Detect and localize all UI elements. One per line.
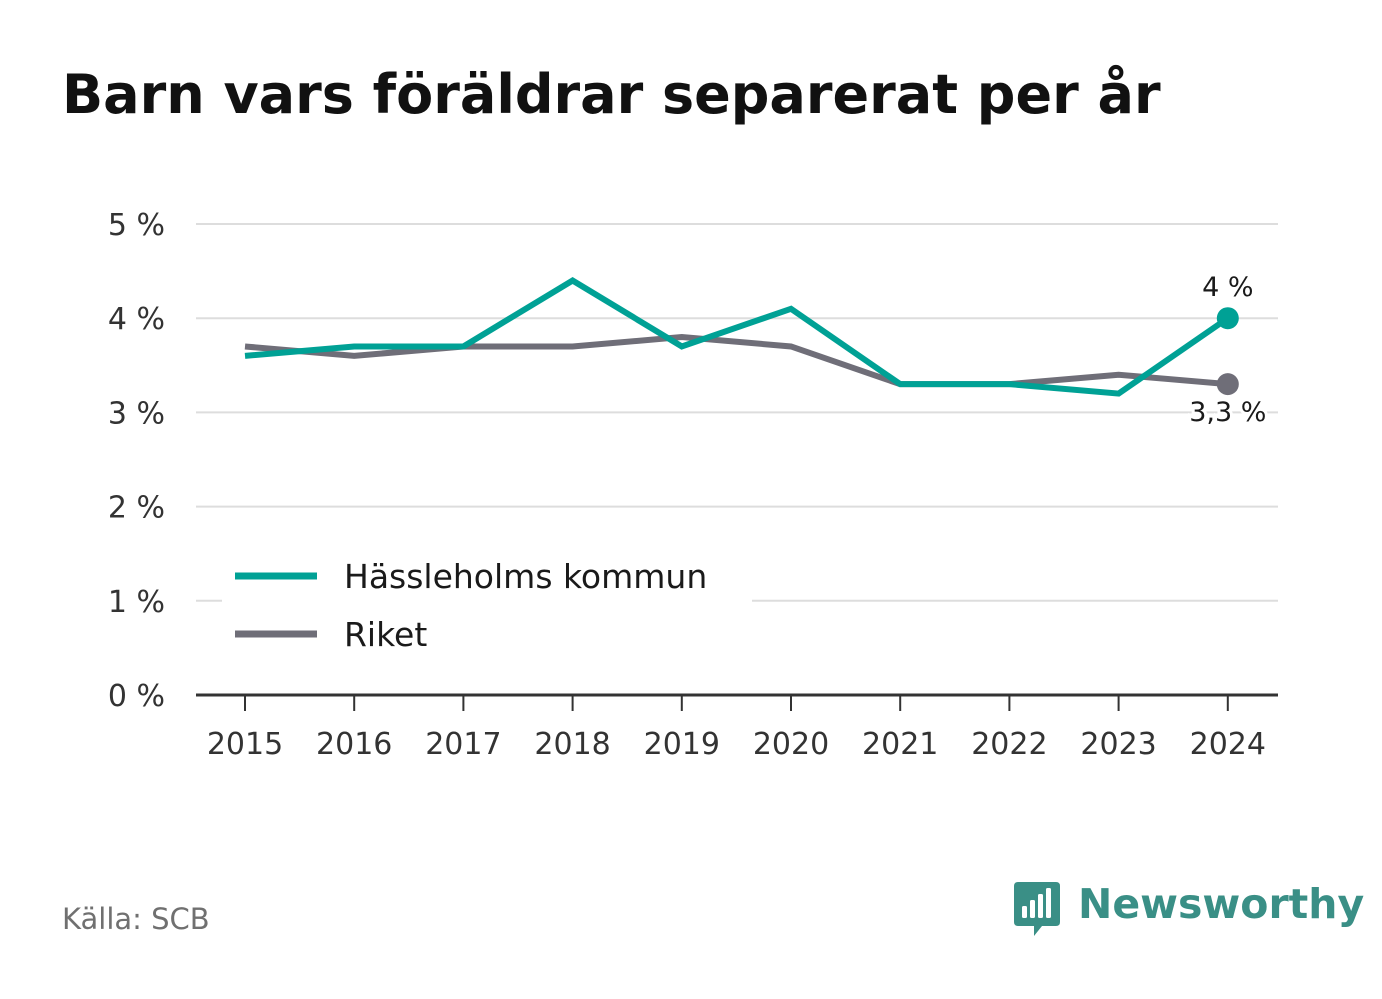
bar-chart-speech-bubble-icon	[1014, 882, 1060, 936]
end-point-marker	[1216, 373, 1239, 396]
legend: Hässleholms kommun Riket	[222, 548, 752, 668]
brand-logo: Newsworthy	[1012, 880, 1364, 940]
line-chart: 0 % 1 % 2 % 3 % 4 % 5 % 2015 2016 2017 2018 2019 20…	[108, 208, 1278, 762]
source-note: Källa: SCB	[62, 902, 210, 936]
axes: 0 % 1 % 2 % 3 % 4 % 5 % 2015 2016 2017 2018 2019 20…	[108, 208, 1278, 762]
y-tick-label: 2 %	[108, 491, 165, 526]
end-point-marker	[1216, 307, 1239, 330]
x-tick-label: 2017	[425, 727, 501, 762]
y-tick-label: 3 %	[108, 396, 165, 431]
series-line	[244, 277, 1230, 397]
legend-label: Hässleholms kommun	[344, 557, 707, 596]
x-tick-label: 2019	[644, 727, 720, 762]
end-value-label: 3,3 %	[1189, 397, 1266, 428]
end-value-label: 4 %	[1202, 272, 1253, 303]
end-labels: 4 % 3,3 %	[1186, 269, 1269, 431]
series-line	[244, 334, 1229, 388]
x-tick-label: 2020	[753, 727, 829, 762]
y-tick-label: 4 %	[108, 302, 165, 337]
brand-name: Newsworthy	[1078, 880, 1365, 928]
gridlines	[196, 223, 1278, 602]
legend-label: Riket	[344, 615, 427, 654]
legend-background	[222, 548, 752, 668]
x-tick-label: 2022	[971, 727, 1047, 762]
x-tick-label: 2015	[207, 727, 283, 762]
x-tick-label: 2021	[862, 727, 938, 762]
x-tick-label: 2016	[316, 727, 392, 762]
y-tick-label: 1 %	[108, 585, 165, 620]
y-tick-label: 0 %	[108, 679, 165, 714]
x-tick-label: 2018	[534, 727, 610, 762]
series-lines	[244, 277, 1239, 397]
x-tick-label: 2024	[1190, 727, 1266, 762]
chart-title: Barn vars föräldrar separerat per år	[62, 63, 1161, 126]
y-tick-label: 5 %	[108, 208, 165, 243]
x-tick-label: 2023	[1080, 727, 1156, 762]
